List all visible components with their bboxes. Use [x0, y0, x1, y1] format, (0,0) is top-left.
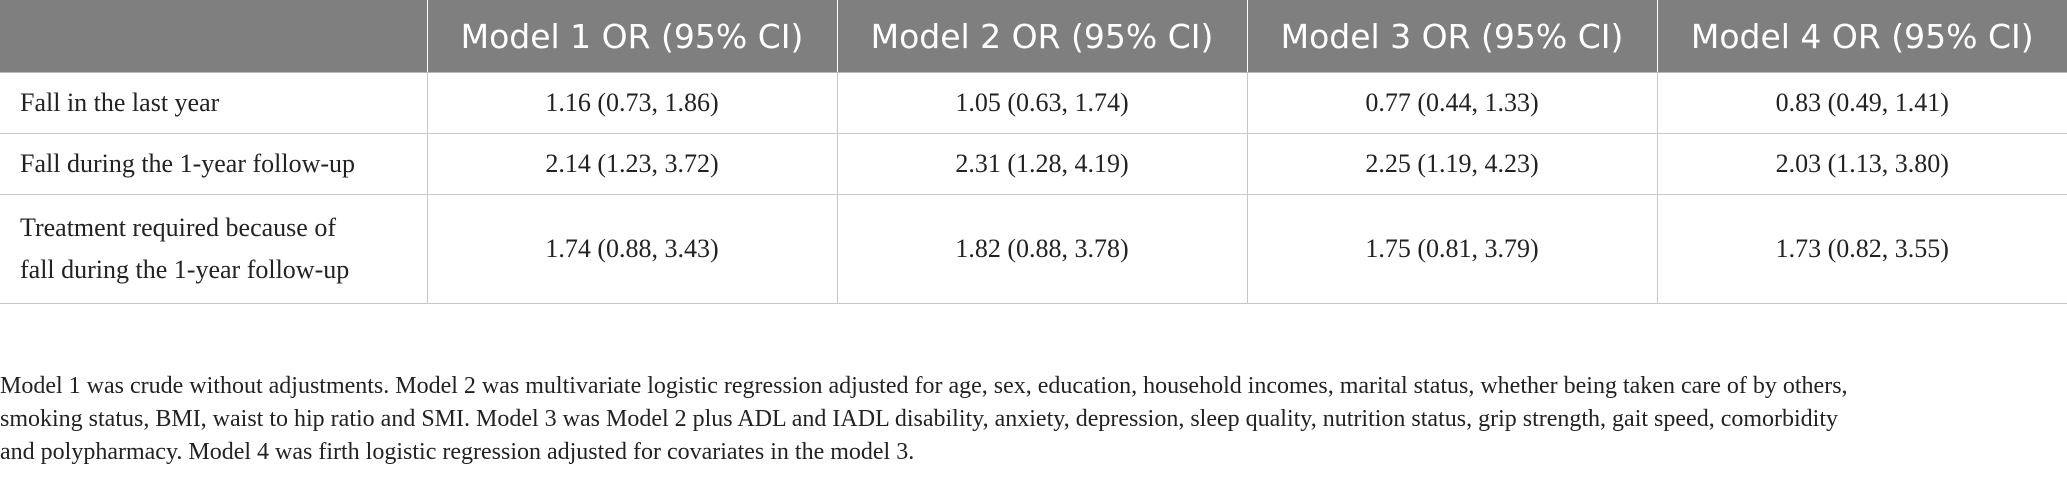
- cell-model-4: 0.83 (0.49, 1.41): [1656, 72, 2067, 134]
- row-label-line-1: Treatment required because of: [20, 213, 336, 242]
- table-row: Fall in the last year 1.16 (0.73, 1.86) …: [0, 72, 2067, 134]
- cell-model-4: 2.03 (1.13, 3.80): [1656, 133, 2067, 195]
- footnote-line: smoking status, BMI, waist to hip ratio …: [0, 406, 1839, 432]
- header-cell-blank: [0, 0, 428, 73]
- cell-model-1: 1.16 (0.73, 1.86): [426, 72, 838, 134]
- header-model-1: Model 1 OR (95% CI): [427, 0, 838, 73]
- cell-model-4: 1.73 (0.82, 3.55): [1656, 194, 2067, 304]
- header-model-2: Model 2 OR (95% CI): [837, 0, 1248, 73]
- results-table-container: Model 1 OR (95% CI) Model 2 OR (95% CI) …: [0, 0, 2067, 304]
- row-label: Fall during the 1-year follow-up: [0, 133, 428, 195]
- cell-model-2: 2.31 (1.28, 4.19): [836, 133, 1248, 195]
- table-row: Treatment required because of fall during…: [0, 194, 2067, 304]
- row-label: Fall in the last year: [0, 72, 428, 134]
- cell-model-1: 2.14 (1.23, 3.72): [426, 133, 838, 195]
- cell-model-2: 1.05 (0.63, 1.74): [836, 72, 1248, 134]
- footnote-line: and polypharmacy. Model 4 was firth logi…: [0, 439, 915, 465]
- table-footnote: Model 1 was crude without adjustments. M…: [0, 370, 2060, 469]
- row-label-line-2: fall during the 1-year follow-up: [20, 255, 350, 284]
- cell-model-3: 1.75 (0.81, 3.79): [1246, 194, 1658, 304]
- row-label: Treatment required because of fall during…: [0, 194, 428, 304]
- header-model-4: Model 4 OR (95% CI): [1657, 0, 2067, 73]
- footnote-line: Model 1 was crude without adjustments. M…: [0, 373, 1848, 399]
- cell-model-3: 0.77 (0.44, 1.33): [1246, 72, 1658, 134]
- table-row: Fall during the 1-year follow-up 2.14 (1…: [0, 133, 2067, 195]
- cell-model-1: 1.74 (0.88, 3.43): [426, 194, 838, 304]
- cell-model-3: 2.25 (1.19, 4.23): [1246, 133, 1658, 195]
- odds-ratio-table: Model 1 OR (95% CI) Model 2 OR (95% CI) …: [0, 0, 2067, 304]
- header-model-3: Model 3 OR (95% CI): [1247, 0, 1658, 73]
- cell-model-2: 1.82 (0.88, 3.78): [836, 194, 1248, 304]
- table-header-row: Model 1 OR (95% CI) Model 2 OR (95% CI) …: [0, 0, 2067, 73]
